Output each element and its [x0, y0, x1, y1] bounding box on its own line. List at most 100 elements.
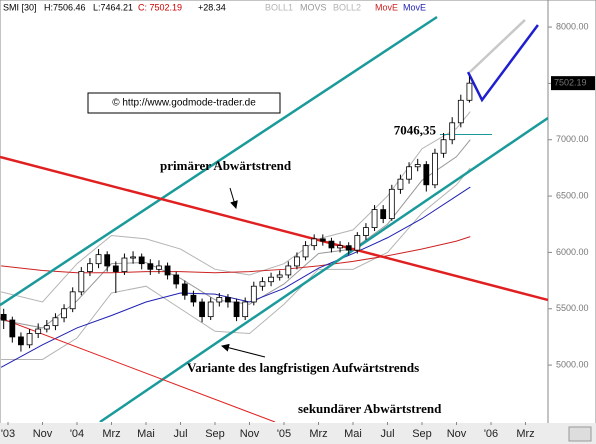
candle-body	[233, 301, 240, 318]
candle-body	[250, 285, 257, 303]
candle-body	[319, 238, 326, 242]
indicator-line	[1, 236, 471, 274]
annotation: Variante des langfristigen Aufwärtstrend…	[187, 360, 419, 375]
header-symbol: SMI [30]	[3, 2, 37, 12]
candle-body	[0, 313, 7, 321]
x-tick-label: Nov	[240, 428, 260, 440]
legend-entry: MovE	[375, 2, 398, 12]
x-tick-label: Jul	[173, 428, 187, 440]
trend-line	[466, 24, 539, 103]
indicator-line	[1, 139, 471, 329]
candle-body	[259, 281, 266, 287]
candle-body	[268, 276, 274, 283]
candle-body	[87, 263, 93, 272]
candle-body	[449, 122, 456, 141]
x-tick-label: '04	[70, 428, 84, 440]
candle-body	[69, 291, 76, 310]
candle-body	[190, 294, 197, 303]
candle-body	[181, 283, 188, 296]
legend-entry: MovE	[403, 2, 426, 12]
candle-body	[156, 265, 162, 270]
candle-body	[423, 164, 430, 186]
trend-line	[99, 116, 548, 422]
y-tick-label: 5500.00	[556, 303, 589, 313]
annotation: sekundärer Abwärtstrend	[298, 401, 442, 416]
candle-body	[371, 209, 378, 229]
candle-body	[363, 227, 369, 236]
candle-body	[225, 297, 231, 303]
candle-body	[207, 301, 214, 318]
candle-body	[354, 235, 361, 251]
candle-body	[328, 240, 335, 249]
candle-body	[78, 271, 85, 293]
candle-body	[302, 245, 309, 258]
x-tick-label: '05	[277, 428, 291, 440]
trend-line	[0, 155, 548, 302]
header-low: L:7464.21	[93, 2, 133, 12]
level-label: 7046,35	[394, 122, 437, 137]
x-tick-label: Jul	[380, 428, 394, 440]
candle-body	[276, 274, 283, 278]
candle-body	[380, 209, 387, 220]
y-tick-label: 5000.00	[556, 359, 589, 369]
candle-body	[388, 188, 395, 220]
x-axis-band	[0, 423, 596, 444]
candle-body	[311, 238, 318, 247]
trend-line	[469, 19, 526, 73]
candle-body	[9, 319, 16, 338]
candle-body	[95, 254, 102, 265]
candle-body	[440, 139, 447, 154]
x-tick-label: Mrz	[309, 428, 327, 440]
candle-body	[242, 301, 249, 318]
x-tick-label: '06	[484, 428, 498, 440]
icon	[568, 426, 592, 442]
trend-line	[0, 15, 438, 307]
indicator-line	[1, 167, 471, 360]
copyright: © http://www.godmode-trader.de	[112, 98, 256, 109]
y-tick-label: 6500.00	[556, 190, 589, 200]
x-tick-label: Sep	[205, 428, 225, 440]
candle-body	[466, 82, 473, 101]
candle-body	[294, 256, 300, 267]
candle-body	[138, 256, 145, 265]
candle-body	[121, 257, 128, 272]
y-tick-label: 8000.00	[556, 21, 589, 31]
annotation: primärer Abwärtstrend	[160, 158, 292, 173]
candle-body	[414, 164, 421, 168]
overlay: © http://www.godmode-trader.de primärer …	[3, 2, 442, 416]
candle-body	[26, 333, 33, 346]
x-tick-label: Mrz	[516, 428, 534, 440]
candle-body	[457, 99, 464, 124]
x-tick-label: Mai	[137, 428, 155, 440]
header-close: C: 7502.19	[138, 2, 182, 12]
candle-body	[18, 336, 24, 346]
candle-body	[406, 166, 412, 180]
legend-entry: BOLL2	[333, 2, 361, 12]
x-tick-label: Sep	[412, 428, 432, 440]
candle-body	[397, 178, 404, 190]
x-tick-label: '03	[1, 428, 15, 440]
price-label: 7502.19	[554, 78, 587, 88]
candle-body	[432, 152, 438, 186]
copyright-box	[87, 92, 281, 114]
candle-body	[147, 263, 154, 270]
price-box	[551, 76, 595, 91]
arrow	[221, 343, 266, 358]
candle-body	[216, 297, 223, 303]
candle-body	[52, 317, 59, 327]
candle-body	[43, 325, 50, 330]
y-tick-label: 6000.00	[556, 247, 589, 257]
candle-body	[285, 265, 292, 276]
legend-entry: MOVS	[300, 2, 327, 12]
x-tick-label: Mrz	[102, 428, 120, 440]
indicator-line	[0, 111, 471, 303]
candle-body	[199, 301, 205, 318]
candle-body	[337, 245, 343, 249]
candle-body	[104, 254, 111, 267]
indicator-line	[0, 186, 471, 368]
candle-body	[164, 265, 171, 276]
trend-line	[0, 317, 276, 422]
candle-body	[130, 256, 136, 259]
